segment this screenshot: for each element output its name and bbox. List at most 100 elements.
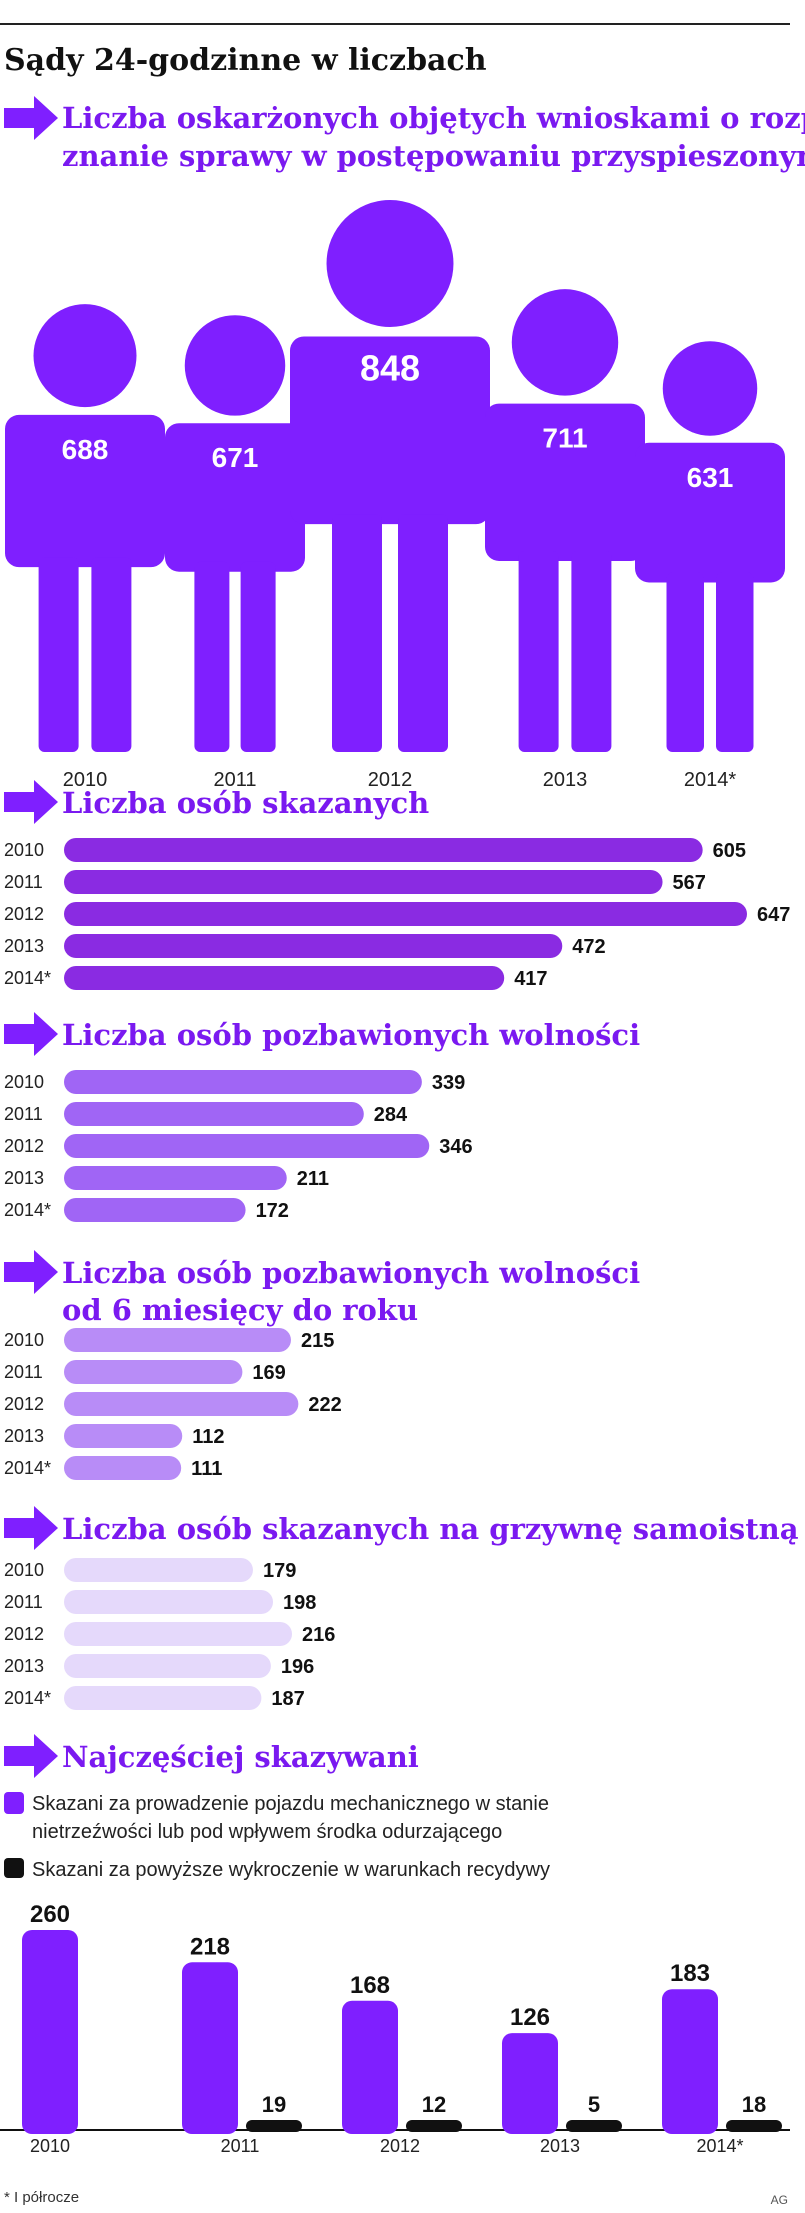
bar-value-label: 172 <box>256 1200 289 1222</box>
person-body <box>290 336 490 525</box>
section-arrow-icon <box>4 780 58 824</box>
year-label: 2013 <box>543 769 588 791</box>
person-figure: 848 <box>290 200 490 752</box>
year-label: 2011 <box>4 1104 43 1124</box>
bar-value-label: 112 <box>192 1426 224 1448</box>
year-label: 2013 <box>4 1426 44 1446</box>
bar-value-label: 216 <box>302 1624 335 1646</box>
bar-series1 <box>662 1989 718 2134</box>
people-chart-title-line2: znanie sprawy w postępowaniu przyspieszo… <box>62 139 805 173</box>
bar <box>64 1654 271 1678</box>
bar-value-label: 260 <box>30 1901 70 1928</box>
person-body <box>485 403 645 561</box>
person-head <box>662 341 758 436</box>
person-leg <box>38 557 79 752</box>
year-label: 2013 <box>4 1656 44 1676</box>
year-label: 2010 <box>4 1330 44 1350</box>
bar <box>64 1456 182 1480</box>
legend-swatch-purple <box>4 1792 24 1814</box>
section-arrow-icon <box>4 1734 58 1778</box>
bar-value-label: 187 <box>271 1688 304 1710</box>
year-label: 2014* <box>4 968 51 988</box>
person-head <box>184 315 286 416</box>
year-label: 2014* <box>4 1688 51 1708</box>
person-figure: 688 <box>5 304 165 752</box>
bar-value-label: 605 <box>713 840 746 862</box>
people-chart-title-line1: Liczba oskarżonych objętych wnioskami o … <box>62 101 805 135</box>
year-label: 2010 <box>4 1072 44 1092</box>
year-label: 2012 <box>380 2136 420 2156</box>
person-leg <box>518 550 559 752</box>
bar-value-label: 183 <box>670 1960 710 1987</box>
year-label: 2012 <box>368 769 413 791</box>
year-label: 2010 <box>4 1560 44 1580</box>
year-label: 2014* <box>684 769 736 791</box>
year-label: 2012 <box>4 1624 44 1644</box>
bar <box>64 1360 243 1384</box>
convicted-chart: 2010 605 2011 567 2012 647 2013 472 2014* 417 <box>4 838 790 990</box>
person-value-label: 688 <box>62 434 109 465</box>
bar-value-label: 567 <box>673 872 706 894</box>
imprisoned-6-12-chart: 2010 215 2011 169 2012 222 2013 112 2014* 111 <box>4 1328 342 1480</box>
legend-swatch-black <box>4 1858 24 1878</box>
person-leg <box>194 561 230 752</box>
bar-value-label: 169 <box>252 1362 285 1384</box>
convicted-chart-title: Liczba osób skazanych <box>62 786 429 820</box>
bar <box>64 934 563 958</box>
bar-value-label: 346 <box>439 1136 472 1158</box>
bar-value-label: 168 <box>350 1972 390 1999</box>
bar <box>64 902 747 926</box>
bar-series1 <box>502 2033 558 2134</box>
imprisoned-6-12-chart-title-line2: od 6 miesięcy do roku <box>62 1293 418 1327</box>
bar <box>64 1198 246 1222</box>
bar <box>64 1134 430 1158</box>
year-label: 2013 <box>540 2136 580 2156</box>
person-figure: 671 <box>165 315 305 752</box>
fine-chart-title: Liczba osób skazanych na grzywnę samoist… <box>62 1512 799 1546</box>
section-arrow-icon <box>4 1250 58 1294</box>
person-value-label: 848 <box>360 347 420 388</box>
legend-series2: Skazani za powyższe wykroczenie w warunk… <box>32 1859 550 1881</box>
year-label: 2013 <box>4 936 44 956</box>
section-arrow-icon <box>4 1012 58 1056</box>
person-figure: 711 <box>485 289 645 752</box>
bar-series1 <box>182 1962 238 2134</box>
bar-value-label: 111 <box>191 1458 222 1480</box>
year-label: 2010 <box>4 840 44 860</box>
person-leg <box>716 572 754 752</box>
person-value-label: 671 <box>212 442 259 473</box>
bar <box>64 1686 262 1710</box>
imprisoned-chart: 2010 339 2011 284 2012 346 2013 211 2014* 172 <box>4 1070 473 1222</box>
person-head <box>326 200 454 327</box>
fine-chart: 2010 179 2011 198 2012 216 2013 196 2014* 187 <box>4 1558 335 1710</box>
bar-value-label: 179 <box>263 1560 296 1582</box>
year-label: 2012 <box>4 904 44 924</box>
year-label: 2014* <box>4 1200 51 1220</box>
bar-value-label: 5 <box>588 2092 600 2117</box>
bar-series2 <box>726 2120 782 2132</box>
bar <box>64 1558 253 1582</box>
bar-value-label: 12 <box>422 2092 446 2117</box>
footnote: * I półrocze <box>4 2189 79 2206</box>
person-body <box>165 423 305 572</box>
bar <box>64 870 663 894</box>
bar <box>64 1622 293 1646</box>
person-leg <box>332 514 382 752</box>
year-label: 2011 <box>4 1362 43 1382</box>
section-arrow-icon <box>4 96 58 140</box>
bar-value-label: 198 <box>283 1592 316 1614</box>
year-label: 2013 <box>4 1168 44 1188</box>
bar <box>64 1328 291 1352</box>
bar-value-label: 472 <box>572 936 605 958</box>
bar-value-label: 18 <box>742 2092 766 2117</box>
bar-value-label: 339 <box>432 1072 465 1094</box>
bar-value-label: 218 <box>190 1933 230 1960</box>
year-label: 2011 <box>4 1592 43 1612</box>
person-body <box>635 442 785 583</box>
bar <box>64 1590 274 1614</box>
bar-value-label: 215 <box>301 1330 334 1352</box>
bar-value-label: 196 <box>281 1656 314 1678</box>
person-leg <box>571 550 612 752</box>
person-leg <box>666 572 704 752</box>
